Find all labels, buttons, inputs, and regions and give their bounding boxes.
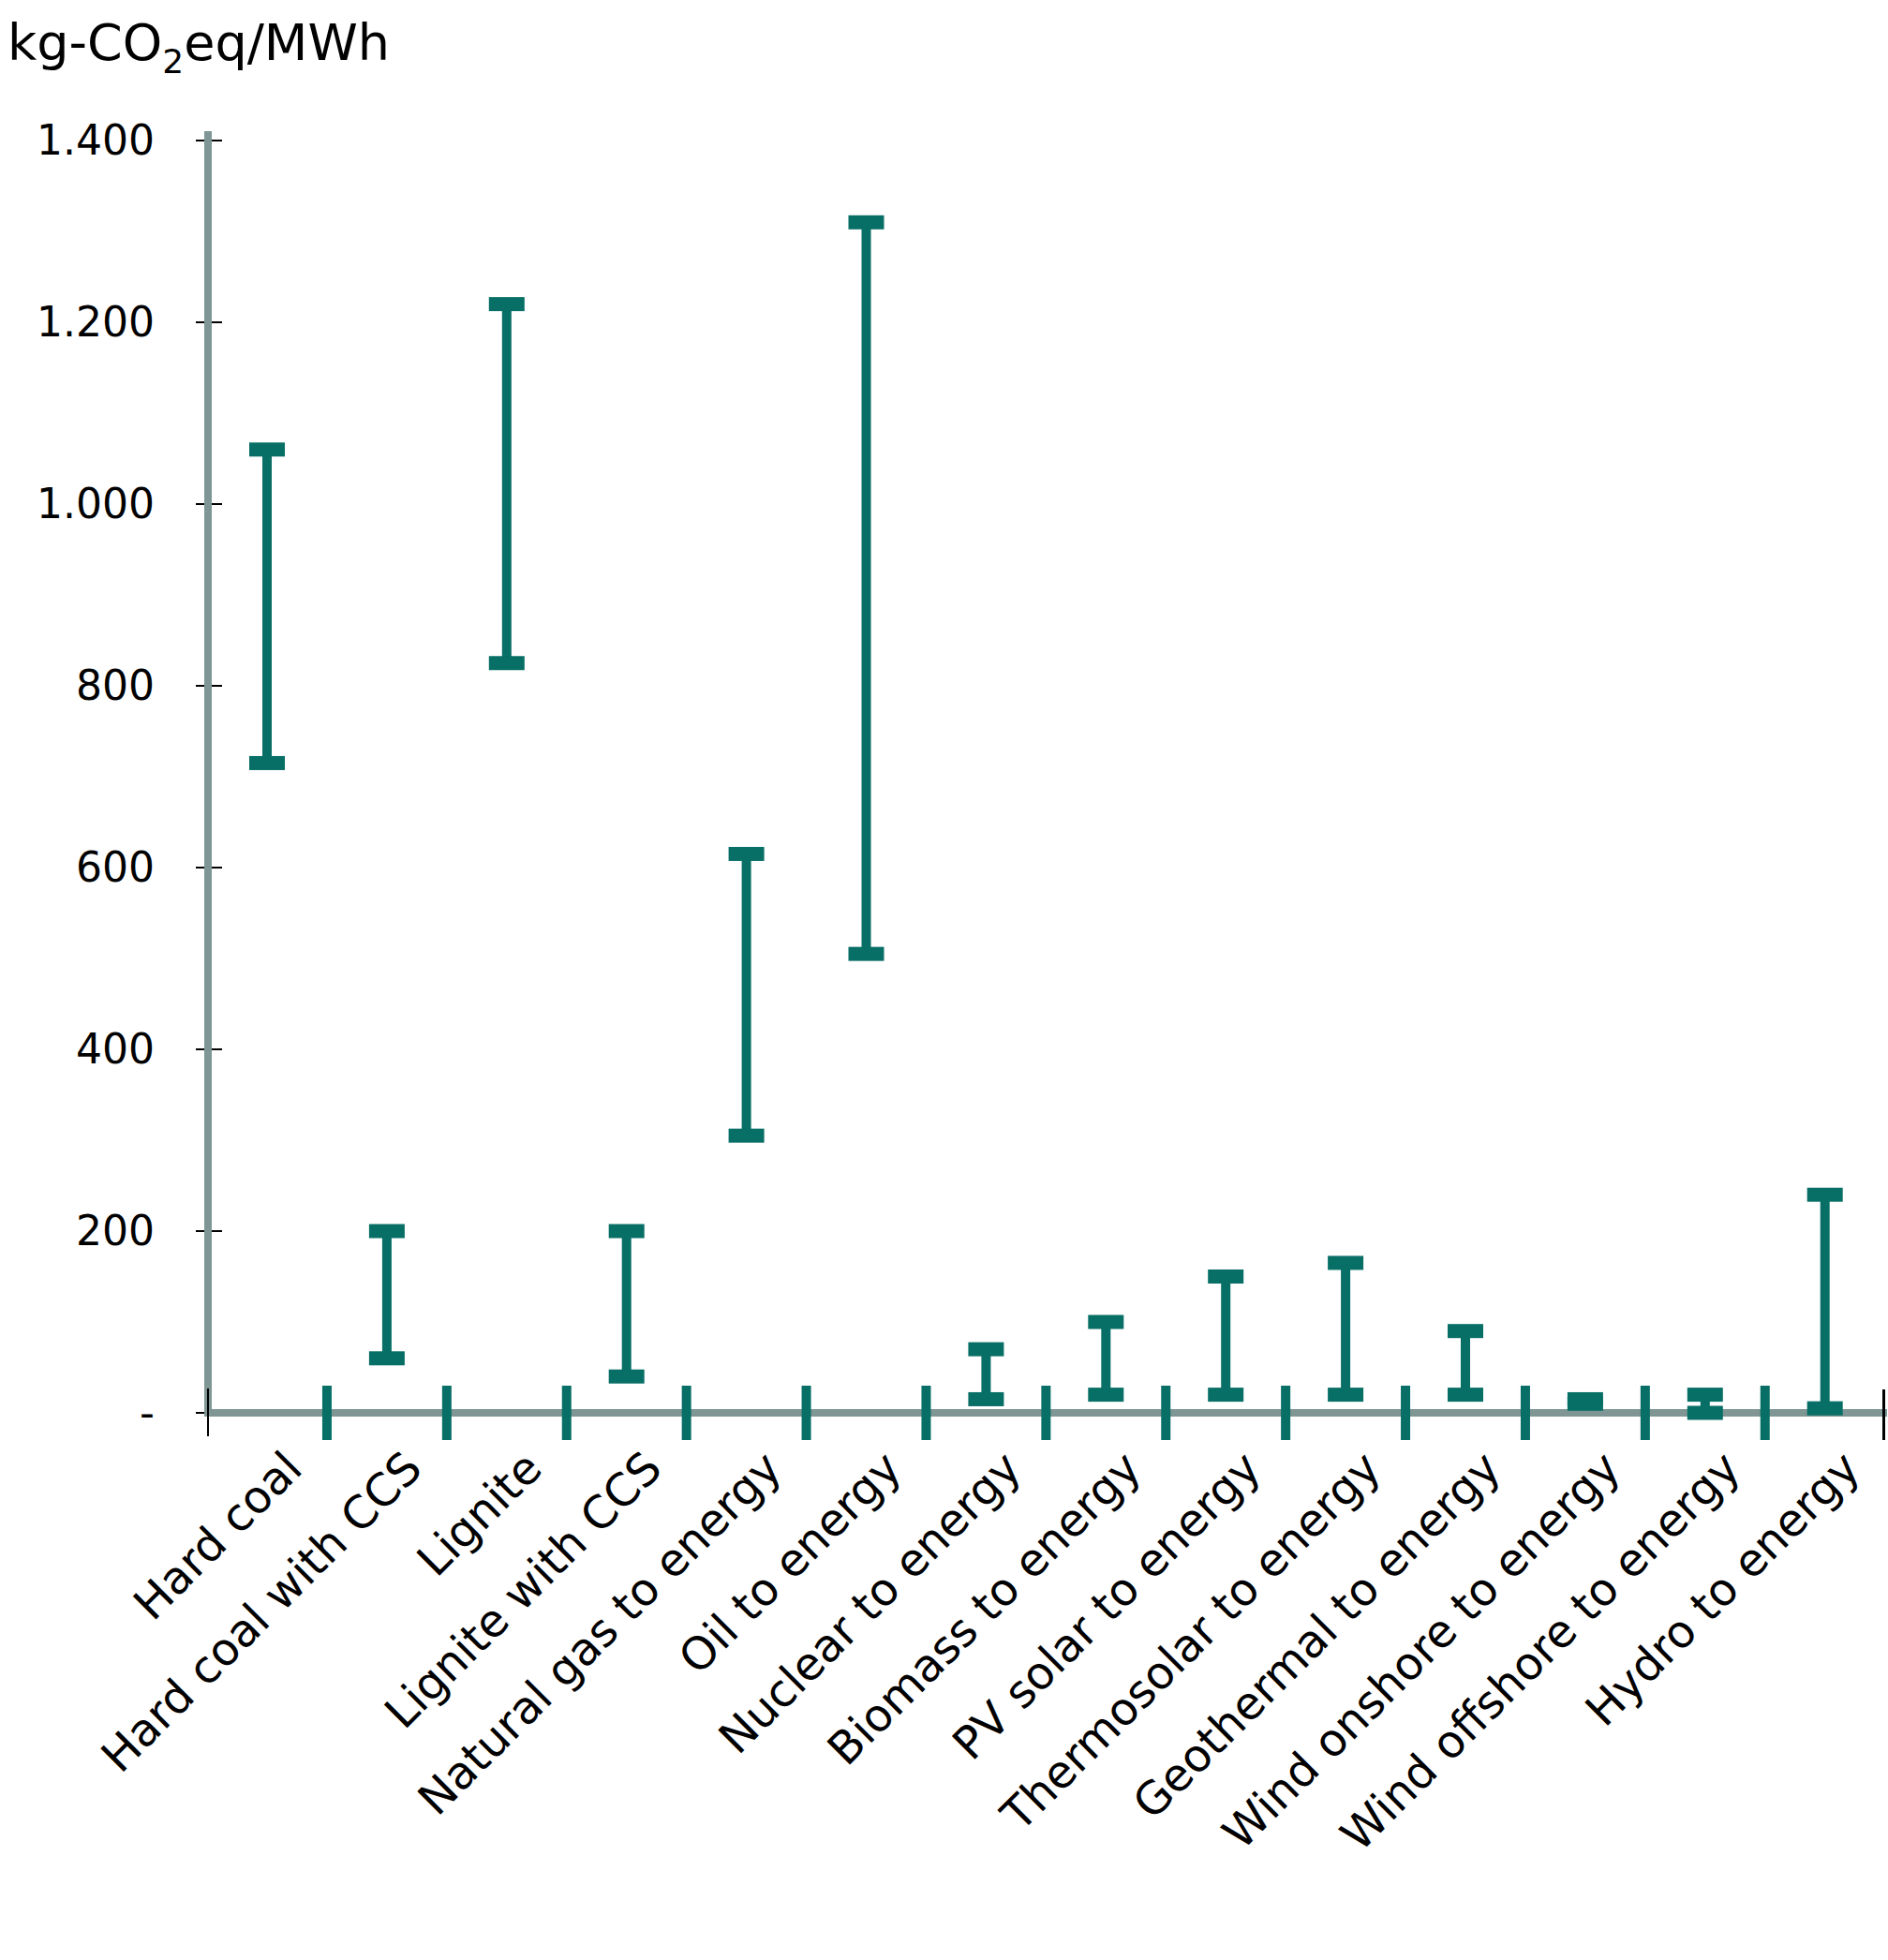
range-bar-max-cap — [1807, 1188, 1843, 1202]
range-bar — [1208, 1270, 1243, 1402]
x-axis-tick — [682, 1386, 691, 1440]
range-bar-max-cap — [489, 297, 525, 311]
y-axis-label: 600 — [76, 843, 155, 891]
range-bar-max-cap — [729, 847, 765, 861]
y-axis-label: 1.000 — [37, 480, 155, 527]
range-bar — [609, 1225, 645, 1384]
range-bar-min-cap — [1088, 1388, 1123, 1402]
range-bar-max-cap — [1088, 1315, 1123, 1329]
y-axis-line — [204, 131, 212, 1417]
chart-title: kg-CO2eq/MWh — [7, 13, 390, 81]
range-bar — [249, 442, 285, 770]
range-bar — [1448, 1324, 1483, 1402]
x-axis-tick — [1161, 1386, 1170, 1440]
range-bar-min-cap — [1568, 1397, 1603, 1411]
range-bar-min-cap — [1807, 1402, 1843, 1416]
range-bar-min-cap — [369, 1351, 405, 1365]
range-bar-max-cap — [849, 215, 885, 230]
range-bar-stem — [262, 450, 272, 764]
x-axis-tick — [442, 1386, 452, 1440]
range-bar-max-cap — [968, 1343, 1003, 1357]
range-bar-min-cap — [489, 656, 525, 670]
range-bar — [1807, 1188, 1843, 1416]
range-bar-max-cap — [1687, 1388, 1723, 1402]
range-bar — [1568, 1392, 1603, 1411]
x-axis-tick — [1281, 1386, 1290, 1440]
range-bar — [1088, 1315, 1123, 1403]
range-bar-stem — [1341, 1263, 1350, 1395]
range-bar-max-cap — [1448, 1324, 1483, 1338]
y-axis-label: 1.200 — [37, 298, 155, 346]
range-bar-stem — [742, 854, 751, 1136]
y-axis-label: 400 — [76, 1025, 155, 1073]
y-axis-label: 800 — [76, 661, 155, 709]
range-bar-stem — [1221, 1277, 1230, 1395]
range-bar — [729, 847, 765, 1143]
y-axis-label: 200 — [76, 1207, 155, 1255]
range-bar — [369, 1225, 405, 1366]
x-axis-end-tick — [1882, 1389, 1885, 1440]
range-bar-max-cap — [249, 442, 285, 456]
range-bar-stem — [1821, 1195, 1830, 1408]
range-bar-min-cap — [1448, 1388, 1483, 1402]
range-bar — [968, 1343, 1003, 1406]
range-bar-stem — [502, 304, 512, 663]
range-bar-min-cap — [968, 1392, 1003, 1406]
range-bar-max-cap — [609, 1225, 645, 1239]
x-axis-origin-tick — [207, 1388, 209, 1436]
x-axis-tick — [1041, 1386, 1050, 1440]
range-bar-stem — [1461, 1331, 1470, 1395]
x-axis-tick — [322, 1386, 332, 1440]
range-bar-min-cap — [249, 756, 285, 770]
x-axis-tick — [562, 1386, 572, 1440]
x-axis-tick — [802, 1386, 811, 1440]
x-axis-tick — [921, 1386, 930, 1440]
range-bar-max-cap — [1208, 1270, 1243, 1284]
range-bar — [849, 215, 885, 961]
range-bar-stem — [622, 1231, 632, 1376]
x-axis-tick — [1761, 1386, 1770, 1440]
range-bar — [489, 297, 525, 670]
range-bar-stem — [382, 1231, 392, 1359]
range-bar-stem — [862, 222, 871, 954]
range-bar-min-cap — [1687, 1406, 1723, 1420]
range-bar-min-cap — [729, 1129, 765, 1143]
x-axis-tick — [1641, 1386, 1650, 1440]
range-bar — [1687, 1388, 1723, 1419]
range-bar-stem — [1101, 1322, 1110, 1395]
range-bar-min-cap — [609, 1370, 645, 1384]
range-bar-stem — [981, 1349, 990, 1399]
range-bar-min-cap — [1328, 1388, 1363, 1402]
range-bar-min-cap — [1208, 1388, 1243, 1402]
chart-canvas: kg-CO2eq/MWh 1.400 1.200 1.000 800 600 400 200 -… — [0, 0, 1888, 1960]
y-axis-label: - — [140, 1388, 155, 1436]
x-axis-tick — [1401, 1386, 1410, 1440]
y-axis-label: 1.400 — [37, 116, 155, 164]
emissions-range-chart: kg-CO2eq/MWh 1.400 1.200 1.000 800 600 400 200 -… — [0, 0, 1888, 1960]
range-bar-max-cap — [369, 1225, 405, 1239]
x-axis-tick — [1521, 1386, 1530, 1440]
range-bar — [1328, 1255, 1363, 1402]
range-bar-max-cap — [1328, 1255, 1363, 1270]
range-bar-min-cap — [849, 947, 885, 961]
